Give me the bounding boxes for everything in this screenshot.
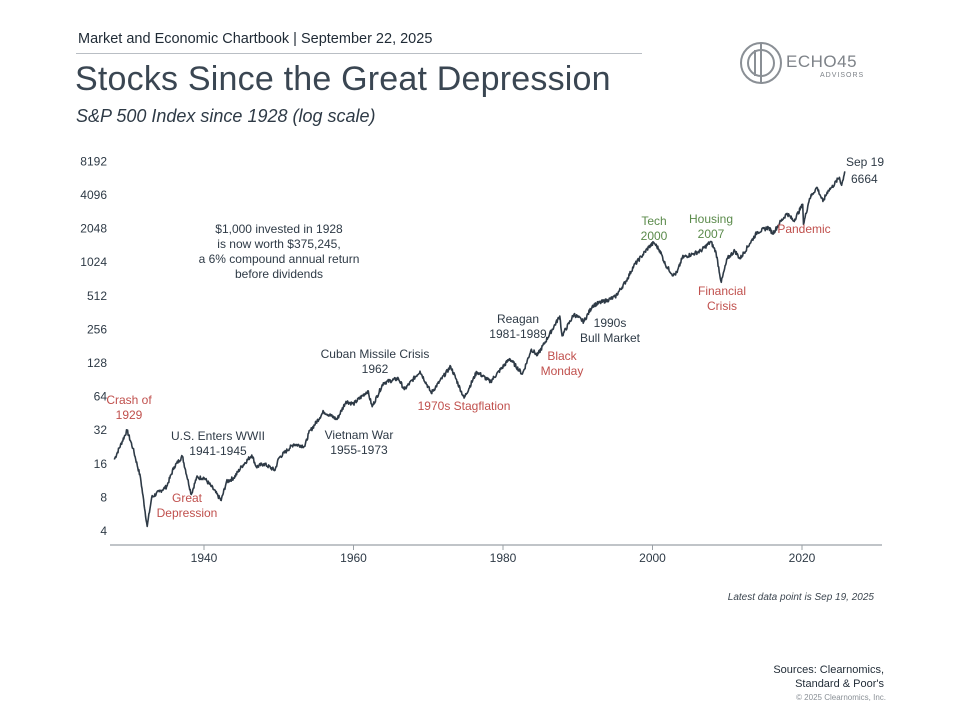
annotation-line: Housing [689,212,733,226]
sources-line-1: Sources: Clearnomics, [773,664,884,676]
annotation-line: Cuban Missile Crisis [321,347,430,361]
annotation-line: Tech [641,214,666,228]
sources: Sources: Clearnomics, Standard & Poor's [773,663,884,691]
annotation-line: before dividends [235,267,323,281]
annotation-line: Bull Market [580,331,641,345]
annotation-line: Pandemic [777,222,830,236]
sp500-series-line [113,171,846,528]
y-tick-label: 128 [87,356,107,370]
annotation-line: Reagan [497,312,539,326]
annotation-line: 1990s [594,316,627,330]
logo-name: ECHO45 [786,52,858,71]
annotation-reagan: Reagan 1981-1989 [489,312,547,341]
annotation-line: 1941-1945 [189,444,247,458]
annotation-line: $1,000 invested in 1928 [215,222,343,236]
chartbook-header: Market and Economic Chartbook | Septembe… [78,31,433,47]
y-tick-label: 4096 [80,188,107,202]
annotation-line: 1955-1973 [330,443,388,457]
annotation-line: Vietnam War [325,428,394,442]
x-tick-label: 2000 [639,551,666,565]
y-tick-label: 8 [100,490,107,504]
annotation-depression: Great Depression [157,491,218,520]
annotation-line: 1929 [116,408,143,422]
annotation-line: 2007 [698,227,725,241]
annotation-line: 1970s Stagflation [418,399,511,413]
y-tick-label: 16 [94,457,108,471]
echo45-logo: ECHO45 ADVISORS [738,40,878,86]
annotation-bull90s: 1990s Bull Market [580,316,641,345]
annotation-crash1929: Crash of 1929 [106,393,152,422]
sources-line-2: Standard & Poor's [795,678,884,690]
annotation-wwii: U.S. Enters WWII 1941-1945 [171,429,265,458]
y-tick-label: 1024 [80,255,107,269]
annotation-line: Depression [157,506,218,520]
annotation-line: is now worth $375,245, [217,237,340,251]
annotation-blackmonday: Black Monday [541,349,584,378]
annotation-line: Crisis [707,299,737,313]
x-tick-label: 1940 [191,551,218,565]
annotation-invested: $1,000 invested in 1928 is now worth $375… [199,222,360,281]
y-tick-label: 8192 [80,154,107,168]
annotation-pandemic: Pandemic [777,222,830,236]
header-divider [76,53,642,54]
annotation-financial: Financial Crisis [698,284,746,313]
annotation-line: Black [547,349,577,363]
end-value-label: 6664 [851,172,878,186]
logo-subtitle: ADVISORS [820,72,865,79]
page-title: Stocks Since the Great Depression [75,60,611,98]
annotation-stagflation: 1970s Stagflation [418,399,511,413]
annotation-vietnam: Vietnam War 1955-1973 [325,428,394,457]
latest-data-note: Latest data point is Sep 19, 2025 [727,592,874,603]
annotation-line: Monday [541,364,584,378]
page-subtitle: S&P 500 Index since 1928 (log scale) [76,106,376,126]
y-tick-label: 512 [87,289,107,303]
annotation-line: Great [172,491,203,505]
annotation-tech: Tech 2000 [641,214,668,243]
annotation-line: U.S. Enters WWII [171,429,265,443]
echo-logo-icon [740,42,782,84]
y-tick-label: 64 [94,390,108,404]
x-tick-label: 1960 [340,551,367,565]
x-tick-label: 1980 [490,551,517,565]
annotation-line: a 6% compound annual return [199,252,360,266]
annotation-line: 2000 [641,229,668,243]
y-tick-label: 2048 [80,222,107,236]
x-tick-label: 2020 [789,551,816,565]
annotation-line: Crash of [106,393,152,407]
y-tick-label: 32 [94,423,108,437]
end-date-label: Sep 19 [846,155,884,169]
copyright: © 2025 Clearnomics, Inc. [796,693,886,702]
annotation-housing: Housing 2007 [689,212,733,241]
y-tick-label: 256 [87,322,107,336]
annotation-line: Financial [698,284,746,298]
annotation-cuban: Cuban Missile Crisis 1962 [321,347,430,376]
annotation-line: 1962 [362,362,389,376]
y-tick-label: 4 [100,524,107,538]
annotation-line: 1981-1989 [489,327,547,341]
